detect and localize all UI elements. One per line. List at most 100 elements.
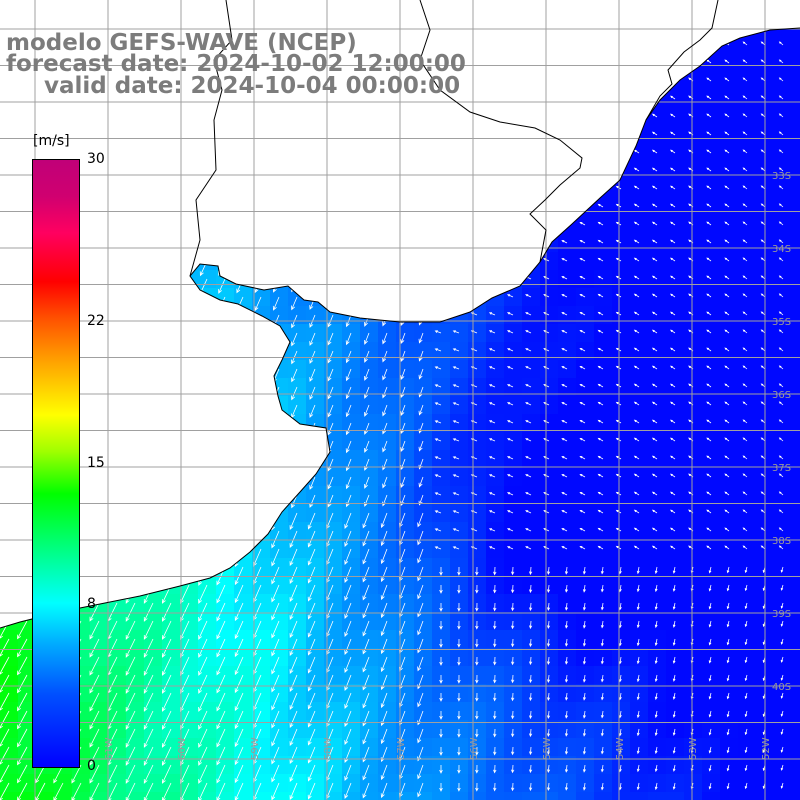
wind-arrow xyxy=(724,275,730,280)
wind-arrow xyxy=(706,149,712,154)
wind-arrow xyxy=(670,509,676,514)
wind-arrow xyxy=(125,710,136,730)
wind-arrow xyxy=(452,366,460,370)
wind-arrow xyxy=(17,656,28,676)
wind-arrow xyxy=(651,275,658,280)
wind-arrow xyxy=(633,527,640,532)
wind-arrow xyxy=(439,585,443,594)
wind-arrow xyxy=(597,221,604,226)
wind-arrow xyxy=(234,692,244,712)
wind-arrow xyxy=(511,638,515,648)
wind-arrow xyxy=(525,438,532,442)
wind-arrow xyxy=(633,455,640,460)
wind-arrow xyxy=(636,620,640,629)
wind-arrow xyxy=(452,456,460,460)
wind-arrow xyxy=(271,638,280,657)
wind-arrow xyxy=(380,638,388,655)
wind-arrow xyxy=(493,620,497,630)
wind-cell xyxy=(792,522,800,540)
wind-arrow xyxy=(162,728,172,748)
wind-arrow xyxy=(654,782,658,791)
wind-arrow xyxy=(307,674,316,692)
longitude-label: 60W xyxy=(177,737,188,760)
wind-arrow xyxy=(345,368,352,382)
wind-arrow xyxy=(89,692,100,712)
wind-cell xyxy=(792,252,800,270)
wind-arrow xyxy=(780,674,784,681)
wind-arrow xyxy=(600,746,604,755)
wind-cell xyxy=(792,468,800,486)
wind-arrow xyxy=(143,674,154,694)
wind-arrow xyxy=(344,530,352,547)
wind-arrow xyxy=(439,729,443,738)
wind-arrow xyxy=(307,782,316,800)
wind-cell xyxy=(720,792,738,800)
wind-arrow xyxy=(706,455,712,460)
wind-arrow xyxy=(525,528,532,532)
wind-arrow xyxy=(511,620,515,630)
wind-arrow xyxy=(439,621,443,630)
wind-arrow xyxy=(417,656,424,672)
title-forecast-date: forecast date: 2024-10-02 12:00:00 xyxy=(6,51,466,77)
wind-arrow xyxy=(780,602,784,609)
wind-arrow xyxy=(600,584,604,593)
longitude-label: 59W xyxy=(250,737,261,760)
wind-arrow xyxy=(364,332,370,345)
wind-arrow xyxy=(780,638,784,645)
wind-arrow xyxy=(724,437,730,442)
wind-arrow xyxy=(417,602,424,618)
wind-arrow xyxy=(672,746,676,754)
wind-arrow xyxy=(327,386,334,400)
wind-arrow xyxy=(546,674,551,684)
wind-arrow xyxy=(493,566,497,576)
wind-arrow xyxy=(706,239,712,244)
wind-arrow xyxy=(760,329,766,334)
wind-arrow xyxy=(597,347,604,352)
wind-arrow xyxy=(417,620,424,636)
wind-arrow xyxy=(488,456,496,460)
wind-arrow xyxy=(778,365,784,370)
wind-arrow xyxy=(511,656,515,666)
wind-arrow xyxy=(561,276,568,280)
wind-arrow xyxy=(506,294,514,298)
wind-arrow xyxy=(380,512,388,529)
wind-arrow xyxy=(724,77,730,82)
colorbar-unit: [m/s] xyxy=(33,133,70,149)
wind-arrow xyxy=(345,440,352,454)
wind-arrow xyxy=(307,548,316,566)
wind-arrow xyxy=(582,638,586,647)
wind-arrow xyxy=(724,347,730,352)
wind-arrow xyxy=(760,401,766,406)
wind-arrow xyxy=(417,782,424,798)
wind-arrow xyxy=(778,473,784,478)
wind-arrow xyxy=(744,656,748,664)
wind-arrow xyxy=(400,440,406,453)
wind-arrow xyxy=(457,728,461,738)
wind-arrow xyxy=(488,366,496,370)
wind-cell xyxy=(792,180,800,198)
wind-arrow xyxy=(89,674,100,694)
wind-arrow xyxy=(198,584,208,604)
wind-arrow xyxy=(439,567,443,576)
wind-arrow xyxy=(579,509,586,514)
wind-arrow xyxy=(475,692,479,702)
wind-arrow xyxy=(561,294,568,298)
wind-arrow xyxy=(529,620,533,630)
wind-arrow xyxy=(234,566,244,586)
wind-arrow xyxy=(289,692,298,711)
wind-arrow xyxy=(380,602,388,619)
wind-arrow xyxy=(309,386,316,400)
wind-arrow xyxy=(579,221,586,226)
wind-arrow xyxy=(400,386,406,399)
wind-arrow xyxy=(493,710,497,720)
wind-cell xyxy=(792,720,800,738)
wind-arrow xyxy=(362,548,370,565)
wind-arrow xyxy=(670,275,676,280)
wind-arrow xyxy=(672,656,676,664)
wind-arrow xyxy=(636,656,640,665)
wind-arrow xyxy=(744,782,748,790)
wind-arrow xyxy=(362,764,370,781)
wind-arrow xyxy=(778,221,784,226)
wind-arrow xyxy=(672,602,676,610)
